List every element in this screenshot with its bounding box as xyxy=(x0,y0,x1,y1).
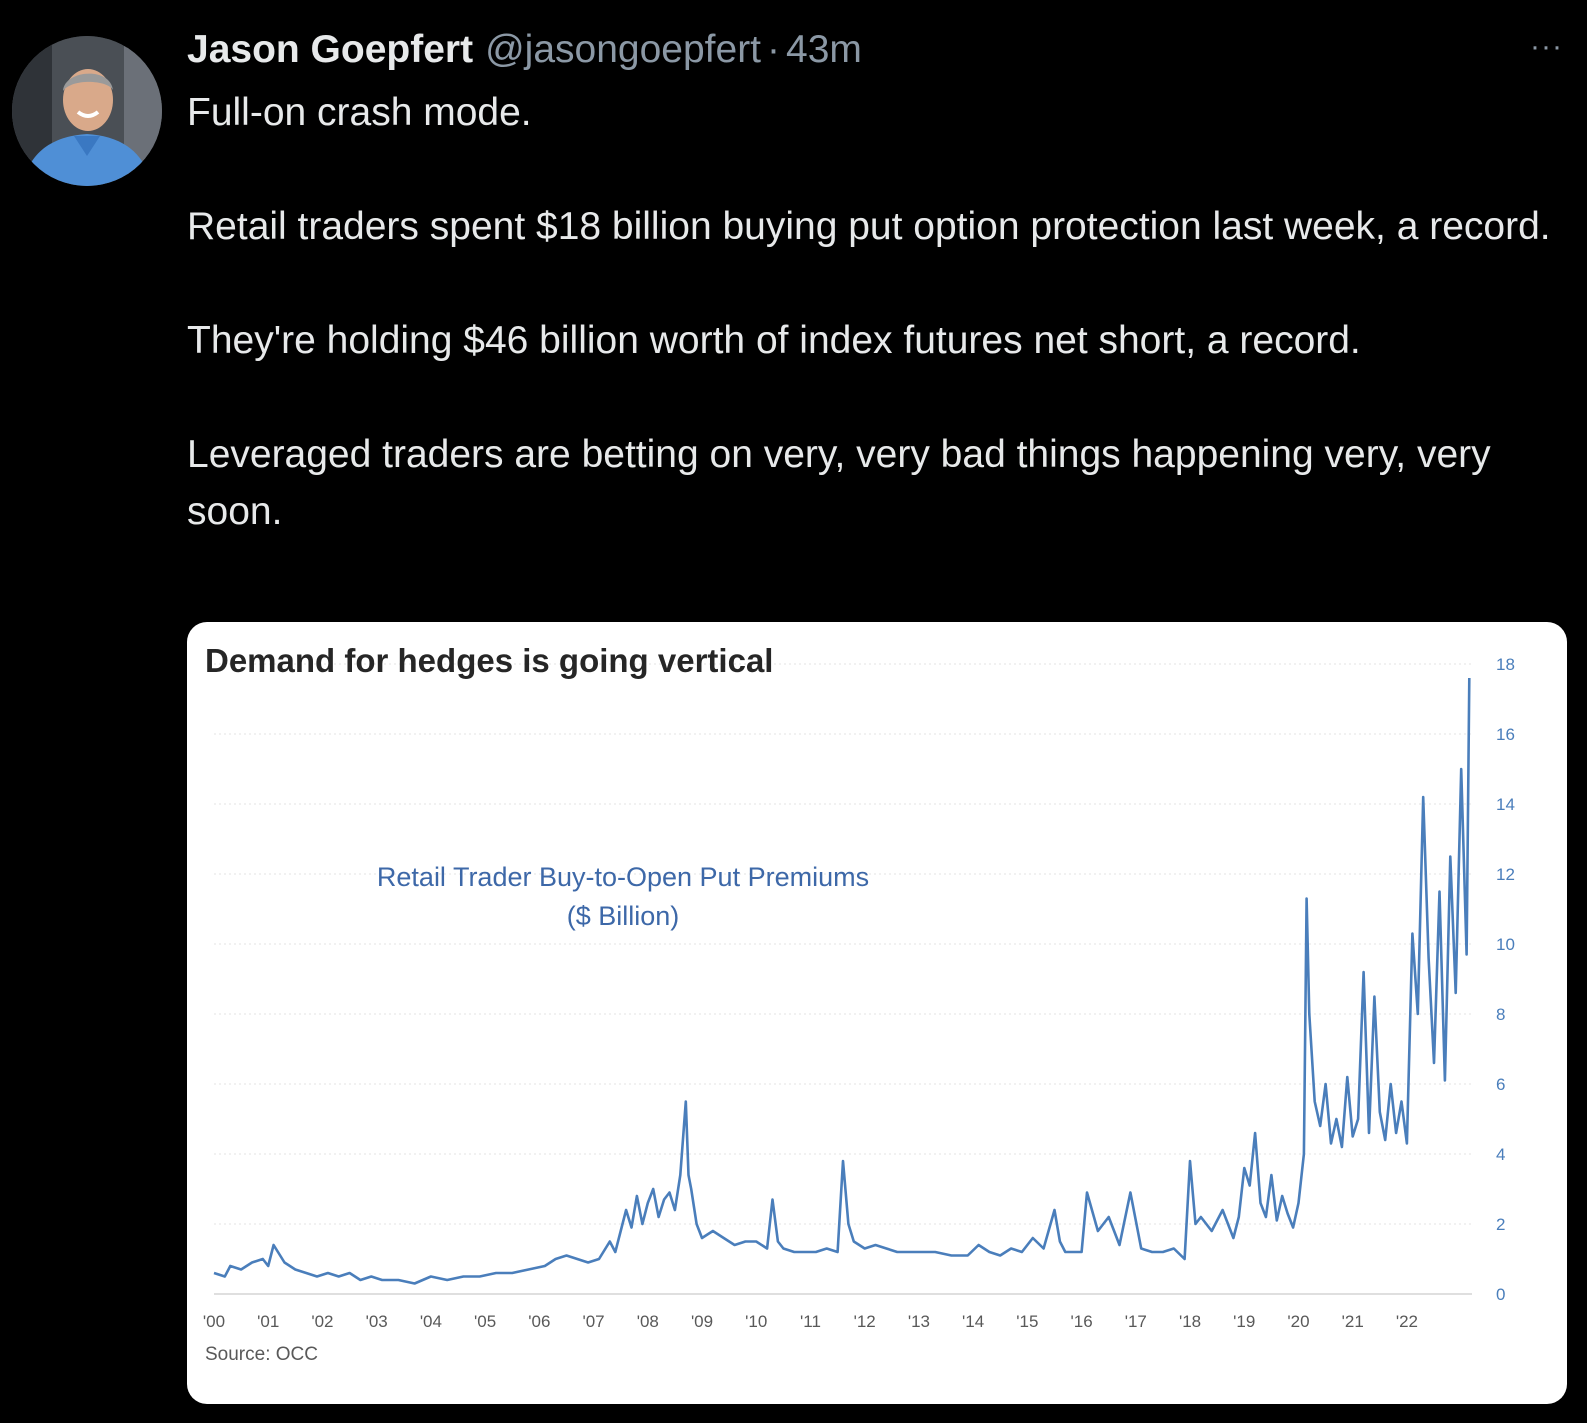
author-handle[interactable]: @jasongoepfert xyxy=(485,28,762,71)
y-tick-label: 14 xyxy=(1496,795,1515,814)
more-dots-icon[interactable]: ··· xyxy=(1530,30,1563,63)
x-tick-label: '10 xyxy=(745,1312,767,1331)
x-axis: '00 '01 '02 '03 '04 '05 '06 '07 '08 '09 '10 '11 '12 '… xyxy=(203,1312,1418,1331)
x-tick-label: '04 xyxy=(420,1312,442,1331)
x-tick-label: '06 xyxy=(528,1312,550,1331)
x-tick-label: '21 xyxy=(1342,1312,1364,1331)
x-tick-label: '07 xyxy=(582,1312,604,1331)
x-tick-label: '00 xyxy=(203,1312,225,1331)
tweet-text: Full-on crash mode. Retail traders spent… xyxy=(187,84,1557,540)
x-tick-label: '17 xyxy=(1125,1312,1147,1331)
chart-title: Demand for hedges is going vertical xyxy=(205,642,773,679)
chart-source: Source: OCC xyxy=(205,1344,318,1365)
tweet-paragraph: They're holding $46 billion worth of ind… xyxy=(187,319,1361,362)
x-tick-label: '19 xyxy=(1233,1312,1255,1331)
y-axis: 0 2 4 6 8 10 12 14 16 18 xyxy=(1496,655,1515,1304)
tweet-paragraph: Leveraged traders are betting on very, v… xyxy=(187,433,1491,533)
y-tick-label: 4 xyxy=(1496,1145,1505,1164)
series-label-line2: ($ Billion) xyxy=(567,901,680,931)
y-tick-label: 16 xyxy=(1496,725,1515,744)
avatar-photo-icon xyxy=(12,36,162,186)
x-tick-label: '05 xyxy=(474,1312,496,1331)
y-tick-label: 0 xyxy=(1496,1285,1505,1304)
chart: Demand for hedges is going vertical Reta… xyxy=(203,642,1515,1365)
tweet-timestamp[interactable]: 43m xyxy=(786,28,862,71)
chart-grid xyxy=(214,663,1472,1295)
header-separator: · xyxy=(767,28,781,71)
tweet-paragraph: Full-on crash mode. xyxy=(187,91,532,134)
x-tick-label: '09 xyxy=(691,1312,713,1331)
author-name[interactable]: Jason Goepfert xyxy=(187,28,474,71)
x-tick-label: '16 xyxy=(1071,1312,1093,1331)
x-tick-label: '01 xyxy=(257,1312,279,1331)
y-tick-label: 12 xyxy=(1496,865,1515,884)
x-tick-label: '14 xyxy=(962,1312,984,1331)
x-tick-label: '13 xyxy=(908,1312,930,1331)
x-tick-label: '08 xyxy=(637,1312,659,1331)
series-line-retail-put-premiums xyxy=(213,677,1471,1285)
avatar[interactable] xyxy=(12,36,162,186)
chart-image-card[interactable]: Demand for hedges is going vertical Reta… xyxy=(187,622,1567,1404)
tweet-header: Jason Goepfert @jasongoepfert · 43m xyxy=(187,28,862,84)
x-tick-label: '18 xyxy=(1179,1312,1201,1331)
x-tick-label: '15 xyxy=(1016,1312,1038,1331)
x-tick-label: '11 xyxy=(800,1312,821,1331)
x-tick-label: '20 xyxy=(1287,1312,1309,1331)
x-tick-label: '03 xyxy=(366,1312,388,1331)
tweet-paragraph: Retail traders spent $18 billion buying … xyxy=(187,205,1551,248)
x-tick-label: '02 xyxy=(311,1312,333,1331)
y-tick-label: 6 xyxy=(1496,1075,1505,1094)
series-label-line1: Retail Trader Buy-to-Open Put Premiums xyxy=(377,862,869,892)
y-tick-label: 10 xyxy=(1496,935,1515,954)
y-tick-label: 8 xyxy=(1496,1005,1505,1024)
x-tick-label: '12 xyxy=(854,1312,876,1331)
y-tick-label: 18 xyxy=(1496,655,1515,674)
x-tick-label: '22 xyxy=(1396,1312,1418,1331)
y-tick-label: 2 xyxy=(1496,1215,1505,1234)
